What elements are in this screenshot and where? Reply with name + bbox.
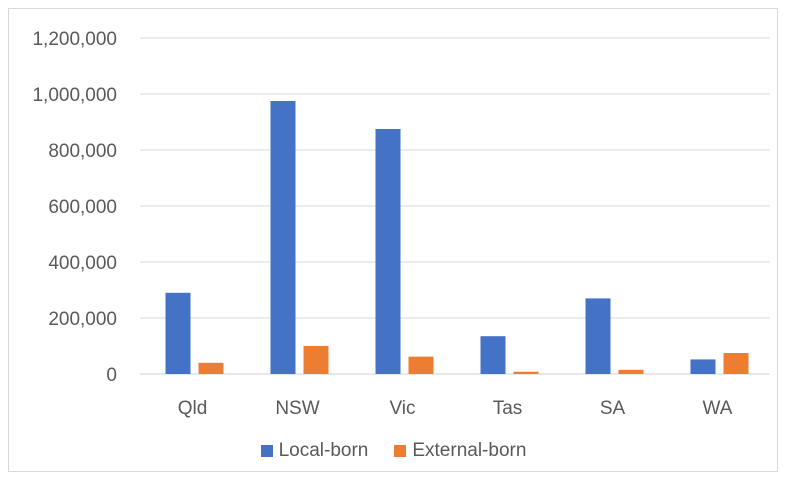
bar-local-born-sa (585, 298, 611, 374)
legend: Local-born External-born (0, 440, 787, 462)
x-tick-label: Qld (178, 398, 208, 419)
x-tick-label: Tas (493, 398, 523, 419)
legend-swatch-external-born (394, 445, 407, 457)
bar-external-born-sa (618, 369, 644, 374)
bar-external-born-tas (513, 371, 539, 374)
bar-external-born-wa (723, 353, 749, 374)
y-tick-label: 200,000 (48, 309, 117, 330)
x-tick-label: Vic (389, 398, 415, 419)
legend-swatch-local-born (260, 445, 273, 457)
bar-local-born-vic (375, 129, 401, 374)
y-tick-label: 1,000,000 (32, 85, 117, 106)
legend-item-local-born: Local-born (260, 440, 369, 462)
legend-label-local-born: Local-born (278, 440, 369, 461)
bar-local-born-nsw (270, 101, 296, 374)
y-tick-label: 800,000 (48, 141, 117, 162)
x-tick-label: SA (600, 398, 626, 419)
y-tick-label: 0 (106, 365, 117, 386)
bar-local-born-qld (165, 292, 191, 374)
x-tick-label: WA (703, 398, 733, 419)
x-tick-label: NSW (275, 398, 319, 419)
y-tick-label: 600,000 (48, 197, 117, 218)
bar-external-born-nsw (303, 346, 329, 374)
bar-local-born-wa (690, 359, 716, 374)
bar-external-born-qld (198, 362, 224, 374)
y-tick-label: 400,000 (48, 253, 117, 274)
bar-local-born-tas (480, 336, 506, 374)
legend-label-external-born: External-born (412, 440, 527, 461)
bar-external-born-vic (408, 356, 434, 374)
legend-item-external-born: External-born (394, 440, 526, 462)
y-tick-label: 1,200,000 (32, 29, 117, 50)
